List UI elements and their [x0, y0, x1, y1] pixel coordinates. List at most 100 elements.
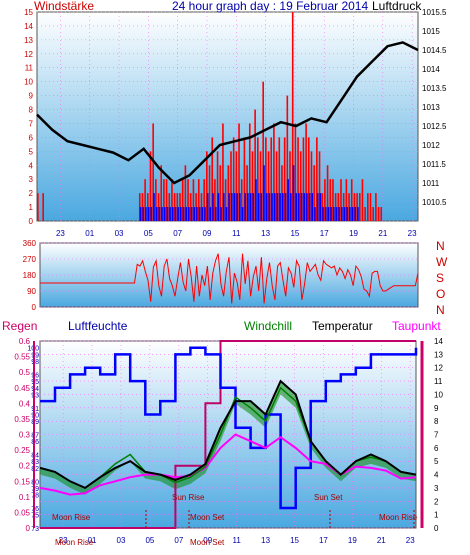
wind-bar	[197, 179, 200, 221]
temp-ytick-label: 1	[434, 511, 439, 520]
gust-bar	[349, 207, 351, 221]
gust-bar	[174, 207, 177, 221]
gust-bar	[292, 165, 295, 221]
gust-bar	[311, 193, 314, 221]
compass-label-n-top: N	[436, 239, 445, 253]
rain-ytick-label: 0.15	[14, 477, 30, 486]
gust-bar	[217, 193, 220, 221]
temp-ytick-label: 13	[434, 350, 443, 359]
wind-bar	[37, 193, 39, 221]
rain-ytick-label: 0.6	[19, 337, 31, 346]
gust-bar	[319, 193, 322, 221]
humidity-ytick-label: 87	[31, 433, 39, 440]
gust-bar	[228, 193, 230, 221]
rain-ytick-label: 0.1	[19, 493, 31, 502]
gust-bar	[327, 207, 330, 221]
gust-bar	[139, 207, 142, 221]
wind-bar	[380, 207, 383, 221]
climate-xtick-label: 09	[203, 536, 212, 545]
wind-bar	[265, 137, 267, 221]
humidity-ytick-label: 76	[31, 506, 39, 513]
rain-ytick-label: 0	[26, 524, 31, 533]
pressure-ytick-label: 1011	[422, 179, 440, 188]
astro-annotation: Sun Rise	[172, 493, 205, 502]
wind-ytick-label: 4	[29, 161, 34, 170]
wind-bar	[184, 165, 187, 221]
wind-bar	[286, 95, 289, 221]
wind-bar	[171, 179, 173, 221]
rain-ytick-label: 0.5	[19, 368, 31, 377]
gust-bar	[158, 207, 161, 221]
astro-annotation: Moon Rise	[379, 513, 418, 522]
gust-bar	[284, 193, 287, 221]
gust-bar	[252, 193, 255, 221]
gust-bar	[196, 207, 198, 221]
wind-bar	[345, 179, 348, 221]
humidity-ytick-label: 89	[31, 419, 39, 426]
wind-bar	[251, 151, 254, 221]
wind-bar	[289, 151, 291, 221]
direction-ytick-label: 180	[23, 271, 37, 280]
rain-ytick-label: 0.05	[14, 508, 30, 517]
wind-bar	[216, 151, 219, 221]
gust-bar	[255, 179, 257, 221]
wind-bar	[372, 207, 374, 221]
astro-annotation: Moon Set	[190, 538, 225, 547]
wind-bar	[283, 137, 286, 221]
pressure-line	[36, 41, 419, 185]
humidity-line	[40, 346, 418, 510]
gust-bar	[295, 193, 297, 221]
rain-line	[40, 340, 416, 529]
gust-bar	[249, 193, 252, 221]
gust-bar	[142, 207, 145, 221]
wind-bar	[313, 165, 315, 221]
direction-ytick-label: 270	[23, 255, 37, 264]
gust-bar	[300, 193, 303, 221]
wind-bar	[318, 151, 321, 221]
gust-bar	[169, 207, 171, 221]
gust-bar	[233, 193, 236, 221]
wind-bar	[192, 179, 195, 221]
rain-ytick-label: 0.3	[19, 431, 31, 440]
gust-bar	[201, 207, 204, 221]
wind-ytick-label: 9	[29, 92, 34, 101]
compass-label-s: S	[436, 271, 444, 285]
gust-bar	[190, 207, 193, 221]
wind-bar	[230, 151, 232, 221]
wind-bar	[224, 179, 227, 221]
wind-bar	[149, 151, 152, 221]
wind-bar	[297, 137, 299, 221]
wind-bar	[262, 81, 264, 222]
temp-ytick-label: 6	[434, 444, 439, 453]
wind-bar	[358, 193, 361, 221]
gust-bar	[163, 207, 166, 221]
wind-bar	[254, 109, 256, 221]
wind-xtick-label: 21	[378, 229, 387, 238]
header-center-title: 24 hour graph day : 19 Februar 2014	[172, 0, 368, 13]
gust-bar	[225, 207, 228, 221]
temp-ytick-label: 0	[434, 524, 439, 533]
climate-xtick-label: 13	[261, 536, 270, 545]
humidity-ytick-label: 83	[31, 459, 39, 466]
wind-bar	[144, 179, 146, 221]
compass-label-w: W	[436, 255, 448, 269]
pressure-ytick-label: 1011.5	[422, 160, 446, 169]
gust-bar	[276, 193, 279, 221]
gust-bar	[155, 207, 158, 221]
wind-xtick-label: 03	[115, 229, 124, 238]
temp-ytick-label: 3	[434, 484, 439, 493]
wind-bar	[206, 151, 208, 221]
wind-bar	[369, 193, 372, 221]
humidity-ytick-label: 93	[31, 392, 39, 399]
gust-bar	[198, 207, 201, 221]
compass-label-o: O	[436, 287, 445, 301]
gust-bar	[335, 207, 338, 221]
gust-bar	[279, 193, 281, 221]
gust-bar	[316, 193, 319, 221]
legend-taupunkt: Taupunkt	[392, 319, 441, 333]
gust-bar	[263, 165, 265, 221]
gust-bar	[153, 193, 155, 221]
gust-bar	[212, 193, 214, 221]
climate-xtick-label: 21	[377, 536, 386, 545]
wind-xtick-label: 07	[173, 229, 182, 238]
